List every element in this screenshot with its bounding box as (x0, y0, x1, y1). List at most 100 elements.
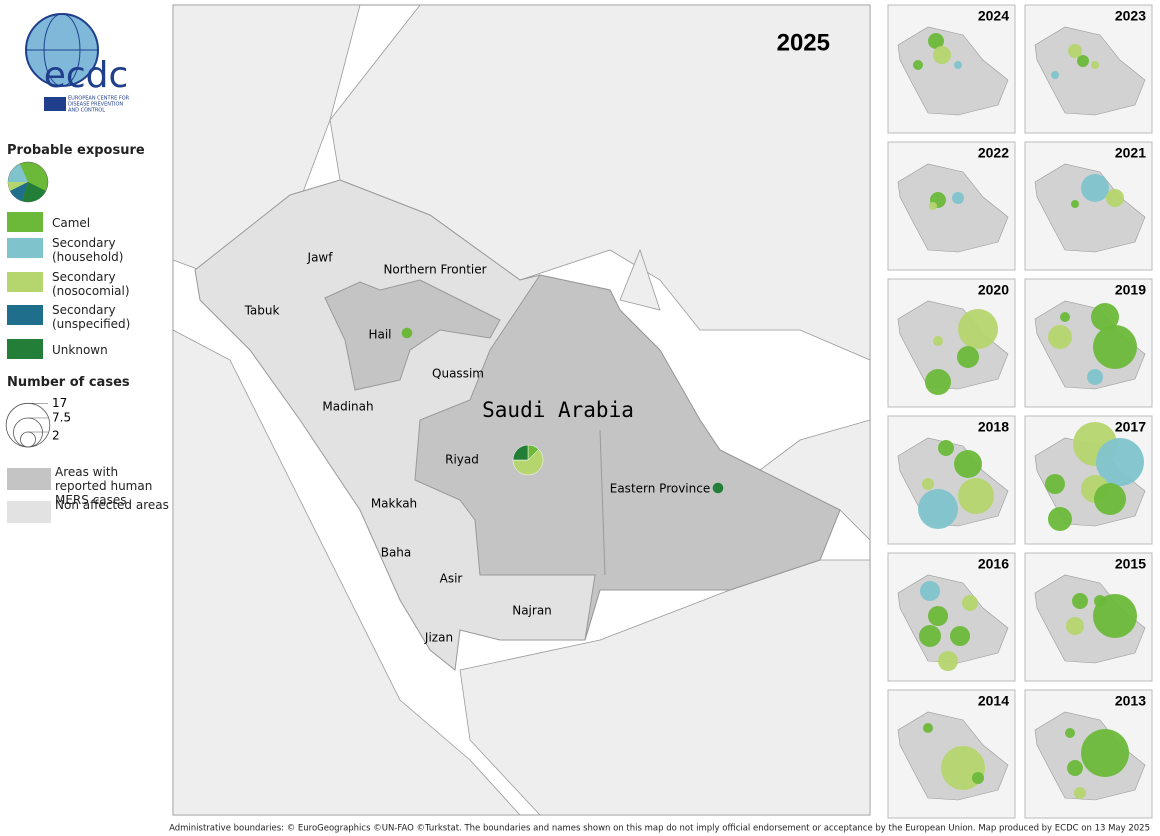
affected-area (414, 274, 841, 641)
thumb-bubble (1094, 483, 1126, 515)
case-pie (401, 327, 413, 339)
thumb-year: 2024 (978, 8, 1009, 24)
thumb-bubble (928, 606, 948, 626)
map-year: 2025 (777, 29, 830, 56)
thumbnail: 2018 (887, 415, 1016, 545)
legend-swatch (7, 501, 51, 523)
logo-subtitle: AND CONTROL (68, 108, 105, 114)
thumb-bubble (1077, 55, 1089, 67)
footer: Administrative boundaries: © EuroGeograp… (169, 824, 1150, 834)
affected-area (324, 279, 501, 391)
thumb-bubble (922, 478, 934, 490)
region-label: Northern Frontier (383, 263, 486, 277)
legend-swatch (7, 305, 43, 325)
region-label: Hail (368, 328, 391, 342)
thumb-bubble (972, 772, 984, 784)
thumb-year: 2014 (978, 693, 1009, 709)
thumb-bubble (1067, 760, 1083, 776)
thumb-year: 2015 (1115, 556, 1146, 572)
legend-label: Secondary (nosocomial) (52, 270, 130, 298)
thumb-bubble (920, 581, 940, 601)
thumb-bubble (1066, 617, 1084, 635)
thumbnail: 2015 (1024, 552, 1153, 682)
size-label: 7.5 (52, 410, 71, 424)
legend-label: Areas with reported human MERS cases (55, 465, 153, 507)
thumbnail: 2024 (887, 4, 1016, 134)
thumb-bubble (1093, 325, 1137, 369)
thumb-bubble (928, 33, 944, 49)
pie-slice (712, 482, 724, 494)
thumb-bubble (1068, 44, 1082, 58)
legend-title: Number of cases (7, 375, 130, 390)
thumbnail: 2023 (1024, 4, 1153, 134)
region-label: Jizan (424, 631, 453, 645)
pie-slice (512, 449, 544, 476)
thumbnail: 2020 (887, 278, 1016, 408)
legend-title: Probable exposure (7, 143, 145, 158)
exposure-icon (7, 161, 49, 203)
size-label: 2 (52, 429, 60, 443)
thumb-year: 2019 (1115, 282, 1146, 298)
region-label: Quassim (432, 367, 484, 381)
thumb-year: 2022 (978, 145, 1009, 161)
size-circle (13, 417, 43, 448)
thumbnail: 2019 (1024, 278, 1153, 408)
thumbnail: 2021 (1024, 141, 1153, 271)
thumb-bubble (1106, 189, 1124, 207)
thumb-bubble (1087, 369, 1103, 385)
size-circle (20, 431, 36, 448)
thumb-bubble (952, 192, 964, 204)
size-circle (5, 402, 51, 448)
thumb-year: 2016 (978, 556, 1009, 572)
size-label: 17 (52, 396, 67, 410)
legend-swatch (7, 272, 43, 292)
region-label: Baha (381, 546, 412, 560)
thumb-year: 2023 (1115, 8, 1146, 24)
thumb-bubble (1045, 474, 1065, 494)
thumb-year: 2020 (978, 282, 1009, 298)
legend-label: Non affected areas (55, 498, 169, 512)
thumb-country (897, 163, 1009, 253)
thumb-bubble (1094, 595, 1106, 607)
thumbnail: 2016 (887, 552, 1016, 682)
thumb-bubble (1081, 174, 1109, 202)
thumb-bubble (962, 595, 978, 611)
region-label: Riyad (445, 453, 479, 467)
logo-subtitle: DISEASE PREVENTION (68, 102, 123, 108)
thumb-country (1034, 26, 1146, 116)
thumb-bubble (954, 450, 982, 478)
thumb-bubble (1091, 61, 1099, 69)
eu-flag (44, 97, 66, 111)
thumb-bubble (950, 626, 970, 646)
thumb-bubble (923, 723, 933, 733)
thumb-bubble (1081, 729, 1129, 777)
thumb-bubble (938, 651, 958, 671)
thumb-bubble (1048, 325, 1072, 349)
case-pie (712, 482, 724, 494)
case-pie (512, 444, 544, 476)
region-label: Makkah (371, 497, 417, 511)
legend-label: Secondary (unspecified) (52, 303, 131, 331)
region-border (599, 429, 606, 576)
thumb-bubble (938, 440, 954, 456)
thumb-bubble (954, 61, 962, 69)
logo-subtitle: EUROPEAN CENTRE FOR (68, 96, 130, 102)
thumb-bubble (958, 478, 994, 514)
thumb-bubble (919, 625, 941, 647)
thumb-bubble (957, 346, 979, 368)
region-label: Madinah (322, 400, 373, 414)
thumb-country (897, 300, 1009, 390)
thumbnail: 2014 (887, 689, 1016, 819)
thumb-bubble (933, 46, 951, 64)
region-label: Tabuk (244, 304, 280, 318)
thumb-year: 2013 (1115, 693, 1146, 709)
thumb-bubble (1060, 312, 1070, 322)
thumb-bubble (1065, 728, 1075, 738)
legend-swatch (7, 339, 43, 359)
thumb-year: 2018 (978, 419, 1009, 435)
thumb-bubble (1091, 303, 1119, 331)
thumb-bubble (913, 60, 923, 70)
thumbnail: 2013 (1024, 689, 1153, 819)
